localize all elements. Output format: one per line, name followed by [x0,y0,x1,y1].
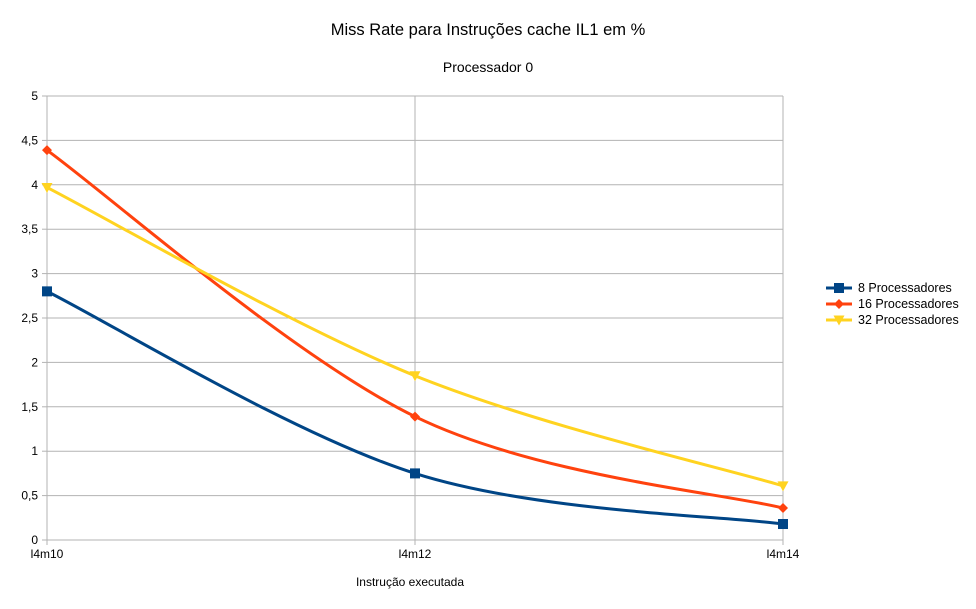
x-tick-label: l4m10 [31,547,64,561]
legend-marker [834,299,844,309]
y-tick-label: 1,5 [21,400,38,414]
y-tick-label: 0,5 [21,489,38,503]
x-tick-label: l4m14 [767,547,800,561]
series-group [41,145,789,530]
x-tick-label: l4m12 [399,547,432,561]
y-tick-label: 5 [31,89,38,103]
y-axis-ticks: 0 0,5 1 1,5 2 2,5 3 3,5 4 4,5 5 [21,89,47,547]
x-axis-ticks: l4m10 l4m12 l4m14 [31,540,800,561]
x-axis-label: Instrução executada [356,575,464,589]
y-tick-label: 3,5 [21,222,38,236]
legend-marker [833,315,845,326]
data-point [41,182,53,193]
chart-subtitle: Processador 0 [443,59,533,75]
data-point [410,468,420,479]
legend-label: 8 Processadores [858,281,952,295]
legend-label: 32 Processadores [858,313,959,327]
y-tick-label: 4 [31,178,38,192]
chart-title: Miss Rate para Instruções cache IL1 em % [331,21,646,39]
data-point [42,286,52,297]
data-point [410,411,420,422]
legend-marker [834,283,844,293]
data-point [778,503,788,514]
y-tick-label: 2 [31,355,38,369]
legend-label: 16 Processadores [858,297,959,311]
y-tick-label: 2,5 [21,311,38,325]
data-point [777,481,789,492]
gridlines [46,95,784,541]
y-tick-label: 3 [31,267,38,281]
data-point [778,519,788,530]
y-tick-label: 4,5 [21,133,38,147]
legend: 8 Processadores 16 Processadores 32 Proces… [826,281,959,327]
data-point [42,145,52,156]
data-point [409,371,421,382]
y-tick-label: 1 [31,444,38,458]
y-tick-label: 0 [31,533,38,547]
